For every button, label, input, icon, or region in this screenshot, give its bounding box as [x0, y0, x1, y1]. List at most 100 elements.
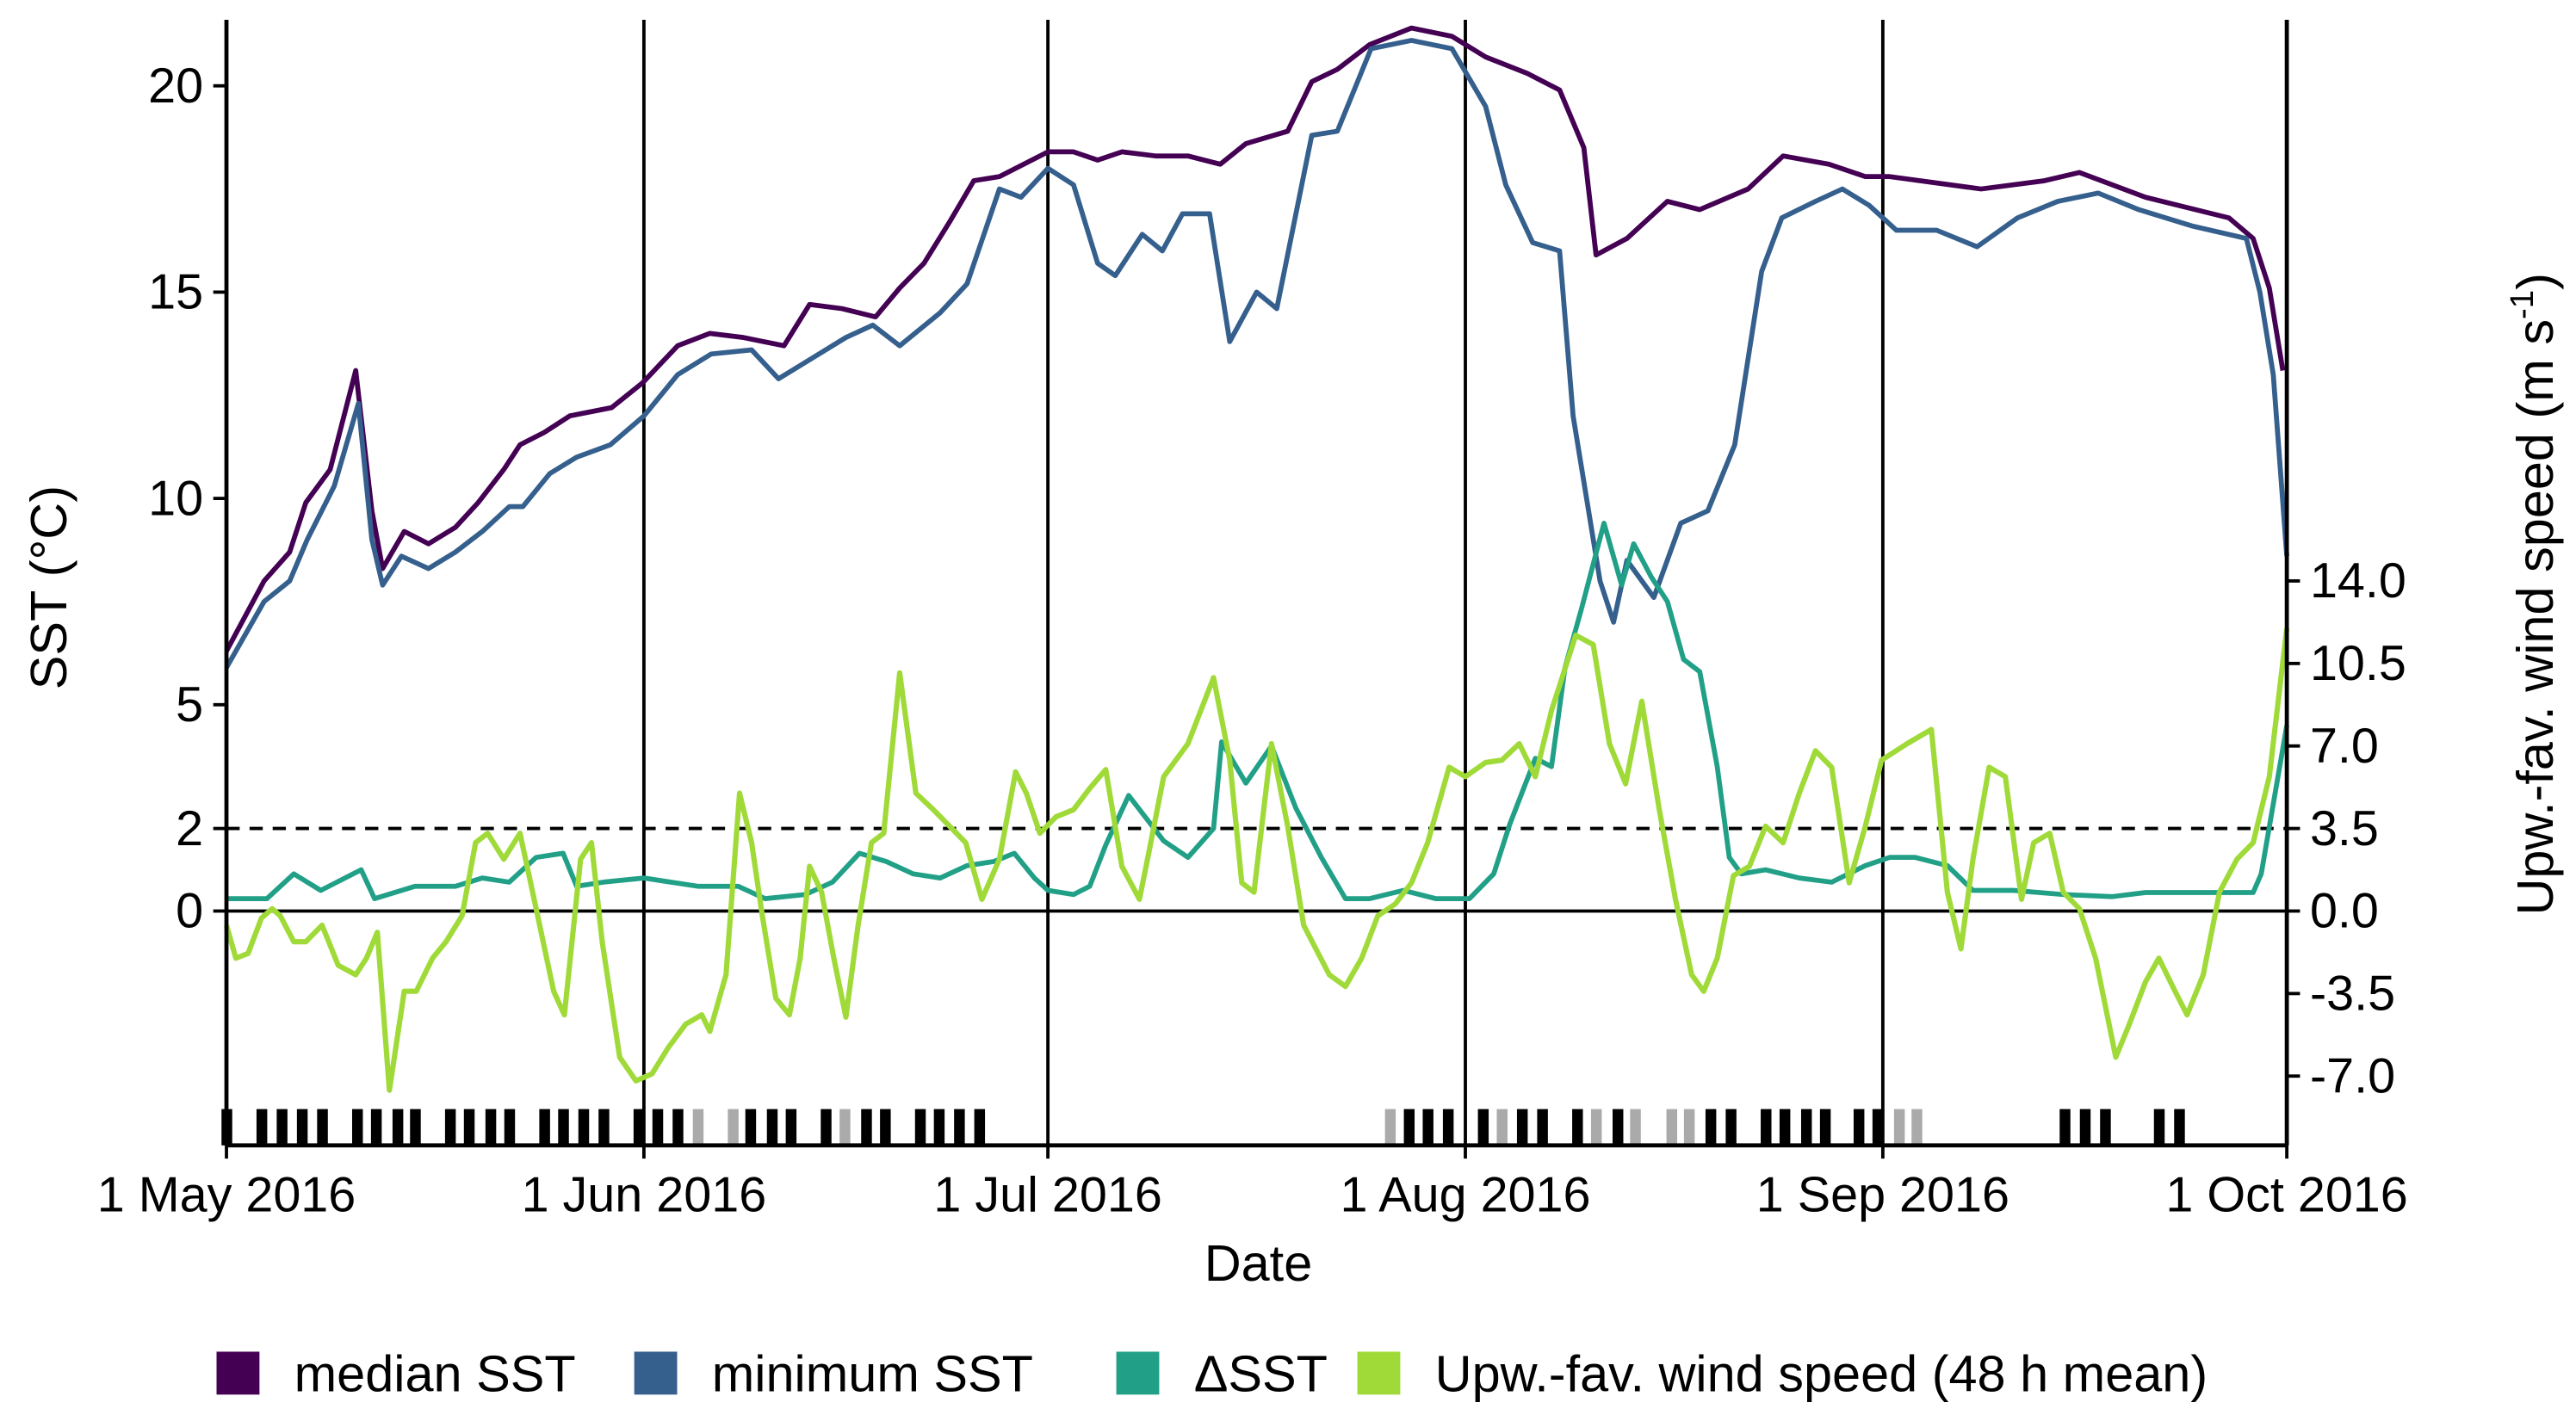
series-median-sst	[224, 25, 2286, 652]
event-marker	[692, 1109, 704, 1146]
y-axis-left-label: SST (°C)	[20, 485, 77, 689]
event-marker	[954, 1109, 965, 1146]
event-marker	[933, 1109, 945, 1146]
event-marker	[1537, 1109, 1548, 1146]
y-axis-right-label-close: )	[2506, 273, 2564, 290]
legend-label: ΔSST	[1194, 1344, 1328, 1402]
y-left-tick-label: 20	[148, 59, 203, 114]
event-marker	[672, 1109, 684, 1146]
event-marker	[633, 1109, 645, 1146]
axes: 1 May 2016 1 Jun 2016 1 Jul 2016 1 Aug 2016…	[97, 20, 2408, 1222]
event-marker	[1666, 1109, 1678, 1146]
event-marker	[1911, 1109, 1923, 1146]
series-upw-fav-wind-speed-48-h-mean	[224, 627, 2290, 1093]
event-marker	[539, 1109, 550, 1146]
event-marker	[1761, 1109, 1772, 1146]
legend-swatch	[1357, 1351, 1401, 1395]
event-marker	[1779, 1109, 1791, 1146]
y-left-tick-label: 0	[176, 884, 203, 939]
legend-label: Upw.-fav. wind speed (48 h mean)	[1435, 1344, 2208, 1402]
event-marker	[1800, 1109, 1812, 1146]
event-marker	[2174, 1109, 2185, 1146]
y-axis-right-label-sup: -1	[2504, 290, 2541, 319]
y-right-tick-label: -7.0	[2310, 1048, 2395, 1103]
event-marker	[410, 1109, 421, 1146]
y-right-tick-label: 10.5	[2310, 636, 2406, 691]
event-marker	[974, 1109, 986, 1146]
event-marker	[1590, 1109, 1602, 1146]
event-marker	[1384, 1109, 1396, 1146]
legend-swatch	[216, 1351, 260, 1395]
y-right-tick-label: 14.0	[2310, 553, 2406, 609]
event-marker	[370, 1109, 382, 1146]
event-marker	[839, 1109, 851, 1146]
event-marker	[1630, 1109, 1641, 1146]
series-lines	[224, 25, 2290, 1093]
y-axis-right-label-main: Upw.-fav. wind speed (m s	[2506, 319, 2564, 916]
event-marker	[1872, 1109, 1884, 1146]
event-marker	[1612, 1109, 1624, 1146]
event-marker	[256, 1109, 268, 1146]
event-marker	[820, 1109, 832, 1146]
event-marker	[558, 1109, 569, 1146]
y-left-tick-label: 15	[148, 265, 203, 320]
event-marker	[745, 1109, 757, 1146]
y-right-tick-label: 7.0	[2310, 719, 2379, 774]
event-marker	[1853, 1109, 1865, 1146]
x-tick-label: 1 Sep 2016	[1756, 1167, 2009, 1222]
event-marker	[276, 1109, 288, 1146]
event-marker	[1725, 1109, 1737, 1146]
legend-label: minimum SST	[712, 1344, 1033, 1402]
event-markers	[221, 1109, 2185, 1146]
y-right-tick-label: 3.5	[2310, 801, 2379, 856]
x-tick-label: 1 Jun 2016	[522, 1167, 767, 1222]
event-marker	[1422, 1109, 1434, 1146]
event-marker	[728, 1109, 739, 1146]
y-left-tick-label: 2	[176, 801, 203, 856]
event-marker	[1477, 1109, 1489, 1146]
legend: median SST minimum SST ΔSST Upw.-fav. wind …	[216, 1344, 2208, 1402]
event-marker	[444, 1109, 456, 1146]
series--sst	[226, 520, 2289, 901]
event-marker	[1705, 1109, 1717, 1146]
event-marker	[1572, 1109, 1583, 1146]
event-marker	[652, 1109, 664, 1146]
event-marker	[1442, 1109, 1454, 1146]
x-axis-label: Date	[1204, 1234, 1313, 1292]
event-marker	[392, 1109, 404, 1146]
event-marker	[1893, 1109, 1905, 1146]
event-marker	[463, 1109, 475, 1146]
event-marker	[1683, 1109, 1695, 1146]
x-tick-label: 1 Oct 2016	[2165, 1167, 2407, 1222]
x-tick-label: 1 Aug 2016	[1340, 1167, 1590, 1222]
event-marker	[317, 1109, 328, 1146]
event-marker	[485, 1109, 497, 1146]
legend-swatch	[1116, 1351, 1160, 1395]
legend-swatch	[634, 1351, 678, 1395]
event-marker	[1516, 1109, 1528, 1146]
event-marker	[2079, 1109, 2091, 1146]
event-marker	[766, 1109, 778, 1146]
event-marker	[2059, 1109, 2071, 1146]
event-marker	[351, 1109, 363, 1146]
x-tick-label: 1 May 2016	[97, 1167, 356, 1222]
y-left-tick-label: 5	[176, 677, 203, 732]
event-marker	[914, 1109, 926, 1146]
event-marker	[1403, 1109, 1415, 1146]
y-left-tick-label: 10	[148, 471, 203, 526]
event-marker	[296, 1109, 308, 1146]
event-marker	[1819, 1109, 1831, 1146]
event-marker	[880, 1109, 891, 1146]
event-marker	[598, 1109, 610, 1146]
y-right-tick-label: 0.0	[2310, 884, 2379, 939]
event-marker	[1496, 1109, 1508, 1146]
event-marker	[2100, 1109, 2111, 1146]
event-marker	[578, 1109, 590, 1146]
event-marker	[2153, 1109, 2165, 1146]
event-marker	[504, 1109, 516, 1146]
x-tick-label: 1 Jul 2016	[933, 1167, 1161, 1222]
y-axis-right-label: Upw.-fav. wind speed (m s-1)	[2504, 273, 2564, 915]
series-minimum-sst	[224, 38, 2289, 670]
legend-label: median SST	[294, 1344, 576, 1402]
